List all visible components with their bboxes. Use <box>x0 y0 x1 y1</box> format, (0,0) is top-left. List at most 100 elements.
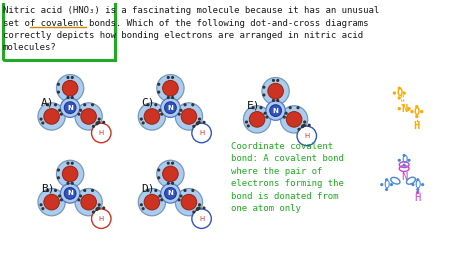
Circle shape <box>158 84 160 85</box>
Circle shape <box>64 102 76 114</box>
Text: H: H <box>414 121 420 131</box>
Circle shape <box>408 159 410 161</box>
Circle shape <box>161 184 180 203</box>
Circle shape <box>91 123 111 143</box>
Circle shape <box>252 107 254 109</box>
Circle shape <box>403 155 405 156</box>
Circle shape <box>81 109 96 124</box>
Text: correctly depicts how bonding electrons are arranged in nitric acid: correctly depicts how bonding electrons … <box>3 31 363 40</box>
Text: H: H <box>304 133 310 139</box>
Circle shape <box>181 109 197 124</box>
Circle shape <box>244 106 271 133</box>
Circle shape <box>167 182 169 184</box>
Circle shape <box>67 77 69 78</box>
Circle shape <box>147 104 149 106</box>
Circle shape <box>163 80 178 96</box>
Circle shape <box>398 87 400 89</box>
Circle shape <box>159 195 161 197</box>
Circle shape <box>192 123 211 143</box>
Circle shape <box>47 104 49 106</box>
Circle shape <box>266 101 285 120</box>
Circle shape <box>55 190 56 191</box>
Text: N: N <box>167 105 173 111</box>
Circle shape <box>47 190 49 191</box>
Circle shape <box>247 125 249 127</box>
Circle shape <box>180 109 182 111</box>
Circle shape <box>59 109 61 111</box>
Text: set of covalent bonds. Which of the following dot-and-cross diagrams: set of covalent bonds. Which of the foll… <box>3 19 368 28</box>
Circle shape <box>297 107 299 109</box>
Circle shape <box>64 188 76 199</box>
Circle shape <box>175 189 202 216</box>
Circle shape <box>178 199 180 201</box>
Circle shape <box>38 189 65 216</box>
Text: molecules?: molecules? <box>3 43 57 52</box>
Text: N: N <box>401 172 407 182</box>
Circle shape <box>277 99 279 101</box>
Circle shape <box>84 104 86 106</box>
Circle shape <box>161 98 180 117</box>
Circle shape <box>80 109 82 111</box>
Circle shape <box>42 208 44 210</box>
Circle shape <box>193 126 195 127</box>
Circle shape <box>398 97 400 99</box>
Circle shape <box>277 80 279 81</box>
Text: B): B) <box>41 184 55 193</box>
Text: H: H <box>99 216 104 222</box>
Circle shape <box>304 121 306 123</box>
Circle shape <box>289 107 291 109</box>
Circle shape <box>144 109 160 124</box>
Circle shape <box>164 188 176 199</box>
Circle shape <box>40 204 42 206</box>
Circle shape <box>78 199 80 201</box>
Circle shape <box>412 184 414 185</box>
Circle shape <box>178 113 180 115</box>
Circle shape <box>59 195 61 197</box>
Circle shape <box>96 123 98 125</box>
Circle shape <box>80 195 82 197</box>
Circle shape <box>303 124 305 126</box>
Circle shape <box>172 97 173 98</box>
Circle shape <box>159 109 161 111</box>
Circle shape <box>263 94 265 96</box>
Circle shape <box>386 189 387 190</box>
Circle shape <box>60 184 80 203</box>
Circle shape <box>172 162 173 164</box>
Circle shape <box>172 77 173 78</box>
Text: N: N <box>167 190 173 196</box>
Circle shape <box>75 189 102 216</box>
Circle shape <box>196 123 198 125</box>
Circle shape <box>411 111 413 113</box>
Circle shape <box>60 98 80 117</box>
Circle shape <box>155 190 157 191</box>
Circle shape <box>67 182 69 184</box>
Circle shape <box>67 97 69 98</box>
Text: H: H <box>199 216 204 222</box>
Circle shape <box>61 113 62 115</box>
Circle shape <box>273 80 274 81</box>
Circle shape <box>138 189 165 216</box>
Circle shape <box>416 115 418 117</box>
Text: N: N <box>67 105 73 111</box>
Circle shape <box>197 208 199 210</box>
Circle shape <box>44 109 59 124</box>
Circle shape <box>158 91 160 93</box>
Circle shape <box>203 207 205 209</box>
Circle shape <box>38 103 65 130</box>
Circle shape <box>197 122 199 124</box>
Text: D): D) <box>141 184 155 193</box>
Circle shape <box>42 122 44 124</box>
Circle shape <box>391 184 392 185</box>
Circle shape <box>55 104 56 106</box>
Circle shape <box>196 209 198 210</box>
Text: O: O <box>415 180 421 190</box>
Circle shape <box>78 113 80 115</box>
Circle shape <box>408 108 410 110</box>
Circle shape <box>44 194 59 210</box>
Circle shape <box>192 209 211 228</box>
Text: O: O <box>383 180 390 190</box>
Circle shape <box>301 126 303 128</box>
Text: C): C) <box>141 98 155 108</box>
Circle shape <box>286 111 302 127</box>
Circle shape <box>264 112 266 114</box>
